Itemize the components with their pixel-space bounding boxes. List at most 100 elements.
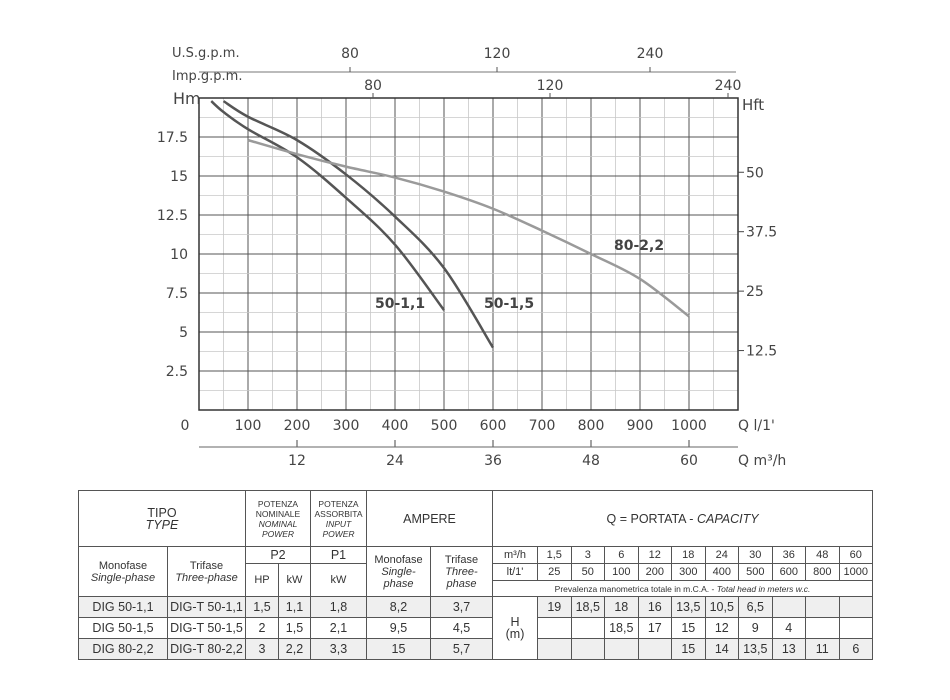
amp-three: 3,7	[429, 596, 494, 618]
flow-lt: 400	[704, 563, 740, 581]
cell-text: 18	[682, 549, 695, 561]
cell-text: 30	[749, 549, 762, 561]
pump-performance-chart: 50-1,1 50-1,580-2,2 Hm2.557.51012.51517.5…	[157, 46, 786, 469]
cell-text: 36	[782, 549, 795, 561]
cell-text: 100	[612, 566, 631, 578]
flow-lt: 600	[771, 563, 807, 581]
flow-lt: 100	[604, 563, 639, 581]
cell-text: kW	[286, 574, 303, 586]
cell-text: CAPACITY	[696, 511, 759, 526]
cell-text: Total head in meters w.c.	[716, 583, 811, 594]
head-value	[771, 596, 807, 618]
cell-text: Three-phase	[445, 565, 478, 590]
cell-text: 2	[258, 621, 266, 635]
header-total-head: Prevalenza manometrica totale in m.C.A. …	[492, 580, 874, 597]
input-kw: 2,1	[310, 617, 367, 639]
y-tick-label: 7.5	[166, 286, 188, 302]
head-value	[537, 617, 572, 639]
cell-text: 1000	[843, 566, 869, 578]
x2-tick-label: 48	[582, 453, 600, 469]
cell-text: 6	[618, 549, 625, 561]
cell-text: 3	[258, 642, 266, 656]
y2-tick-label: 12.5	[746, 344, 777, 360]
top-axis-title: U.S.g.p.m.	[172, 46, 240, 61]
cell-text: 18	[614, 600, 629, 614]
flow-m3h: 30	[738, 546, 773, 564]
power-hp: 3	[245, 638, 279, 660]
flow-m3h: 48	[805, 546, 840, 564]
cell-text: (m)	[505, 627, 525, 641]
header-p1-kw: kW	[310, 563, 367, 597]
x-tick-label: 200	[284, 418, 311, 434]
cell-text: 9,5	[389, 621, 408, 635]
top-axis-tick-label: 80	[341, 46, 359, 62]
cell-text: 4,5	[452, 621, 471, 635]
cell-text: 19	[547, 600, 562, 614]
cell-text: 15	[391, 642, 406, 656]
top-axis-title: Imp.g.p.m.	[172, 69, 242, 84]
x2-axis-title: Q m³/h	[738, 453, 786, 469]
power-hp: 2	[245, 617, 279, 639]
header-kw: kW	[278, 563, 311, 597]
cell-text: 1,8	[329, 600, 348, 614]
head-value: 6,5	[738, 596, 773, 618]
curves: 50-1,1 50-1,5 80-2,2	[210, 100, 690, 349]
head-value: 18	[604, 596, 639, 618]
cell-text: Single-phase	[90, 571, 156, 584]
x-tick-label: 1000	[671, 418, 707, 434]
model-single: DIG 50-1,1	[78, 596, 168, 618]
cell-text: Trifase	[189, 559, 224, 572]
head-value	[805, 596, 840, 618]
y-tick-label: 10	[170, 247, 188, 263]
cell-text: m³/h	[504, 549, 527, 561]
cell-text: 48	[816, 549, 829, 561]
flow-lt: 500	[738, 563, 773, 581]
flow-lt: 25	[537, 563, 572, 581]
header-nominal-power: POTENZA NOMINALE NOMINAL POWER	[245, 490, 311, 547]
header-single-phase: Monofase Single-phase	[78, 546, 168, 597]
cell-text: 5,7	[452, 642, 471, 656]
table-row: HP kW kW lt/1' 25 50 100 200 300 400 500 600 800 1000	[79, 563, 874, 597]
cell-text: 18,5	[609, 621, 634, 635]
cell-text: DIG 50-1,5	[92, 621, 154, 635]
cell-text: 13,5	[743, 642, 768, 656]
cell-text: 13	[781, 642, 796, 656]
x-tick-label: 500	[431, 418, 458, 434]
cell-text: 1,1	[285, 600, 304, 614]
y2-tick-label: 25	[746, 284, 764, 300]
cell-text: kW	[330, 574, 347, 586]
cell-text: HP	[254, 574, 270, 586]
y2-tick-label: 37.5	[746, 225, 777, 241]
cell-text: 3,3	[329, 642, 348, 656]
head-value: 14	[704, 638, 740, 660]
top-axis-tick-label: 80	[364, 78, 382, 94]
header-amp-three: Trifase Three-phase	[429, 546, 494, 597]
flow-m3h: 24	[704, 546, 740, 564]
model-three: DIG-T 50-1,5	[167, 617, 246, 639]
cell-text: POTENZA	[318, 498, 359, 509]
series-label: 50-1,5	[484, 296, 534, 312]
cell-text: POWER	[261, 528, 295, 539]
x-tick-label: 700	[529, 418, 556, 434]
head-value: 13	[771, 638, 807, 660]
amp-single: 15	[366, 638, 431, 660]
x-tick-label: 100	[235, 418, 262, 434]
cell-text: 4	[785, 621, 793, 635]
flow-m3h: 12	[637, 546, 673, 564]
cell-text: 9	[751, 621, 759, 635]
head-value: 19	[537, 596, 572, 618]
cell-text: 3,7	[452, 600, 471, 614]
flow-lt: 200	[637, 563, 673, 581]
cell-text: 12	[648, 549, 661, 561]
y-tick-label: 5	[179, 325, 188, 341]
cell-text: POTENZA	[257, 498, 299, 509]
cell-text: 500	[746, 566, 765, 578]
head-value: 4	[771, 617, 807, 639]
head-value: 6	[838, 638, 874, 660]
input-kw: 1,8	[310, 596, 367, 618]
flow-lt: 1000	[838, 563, 874, 581]
x-tick-label: 400	[382, 418, 409, 434]
cell-text: ASSORBITA	[314, 508, 363, 519]
cell-text: TYPE	[145, 517, 179, 532]
power-kw: 1,5	[278, 617, 311, 639]
